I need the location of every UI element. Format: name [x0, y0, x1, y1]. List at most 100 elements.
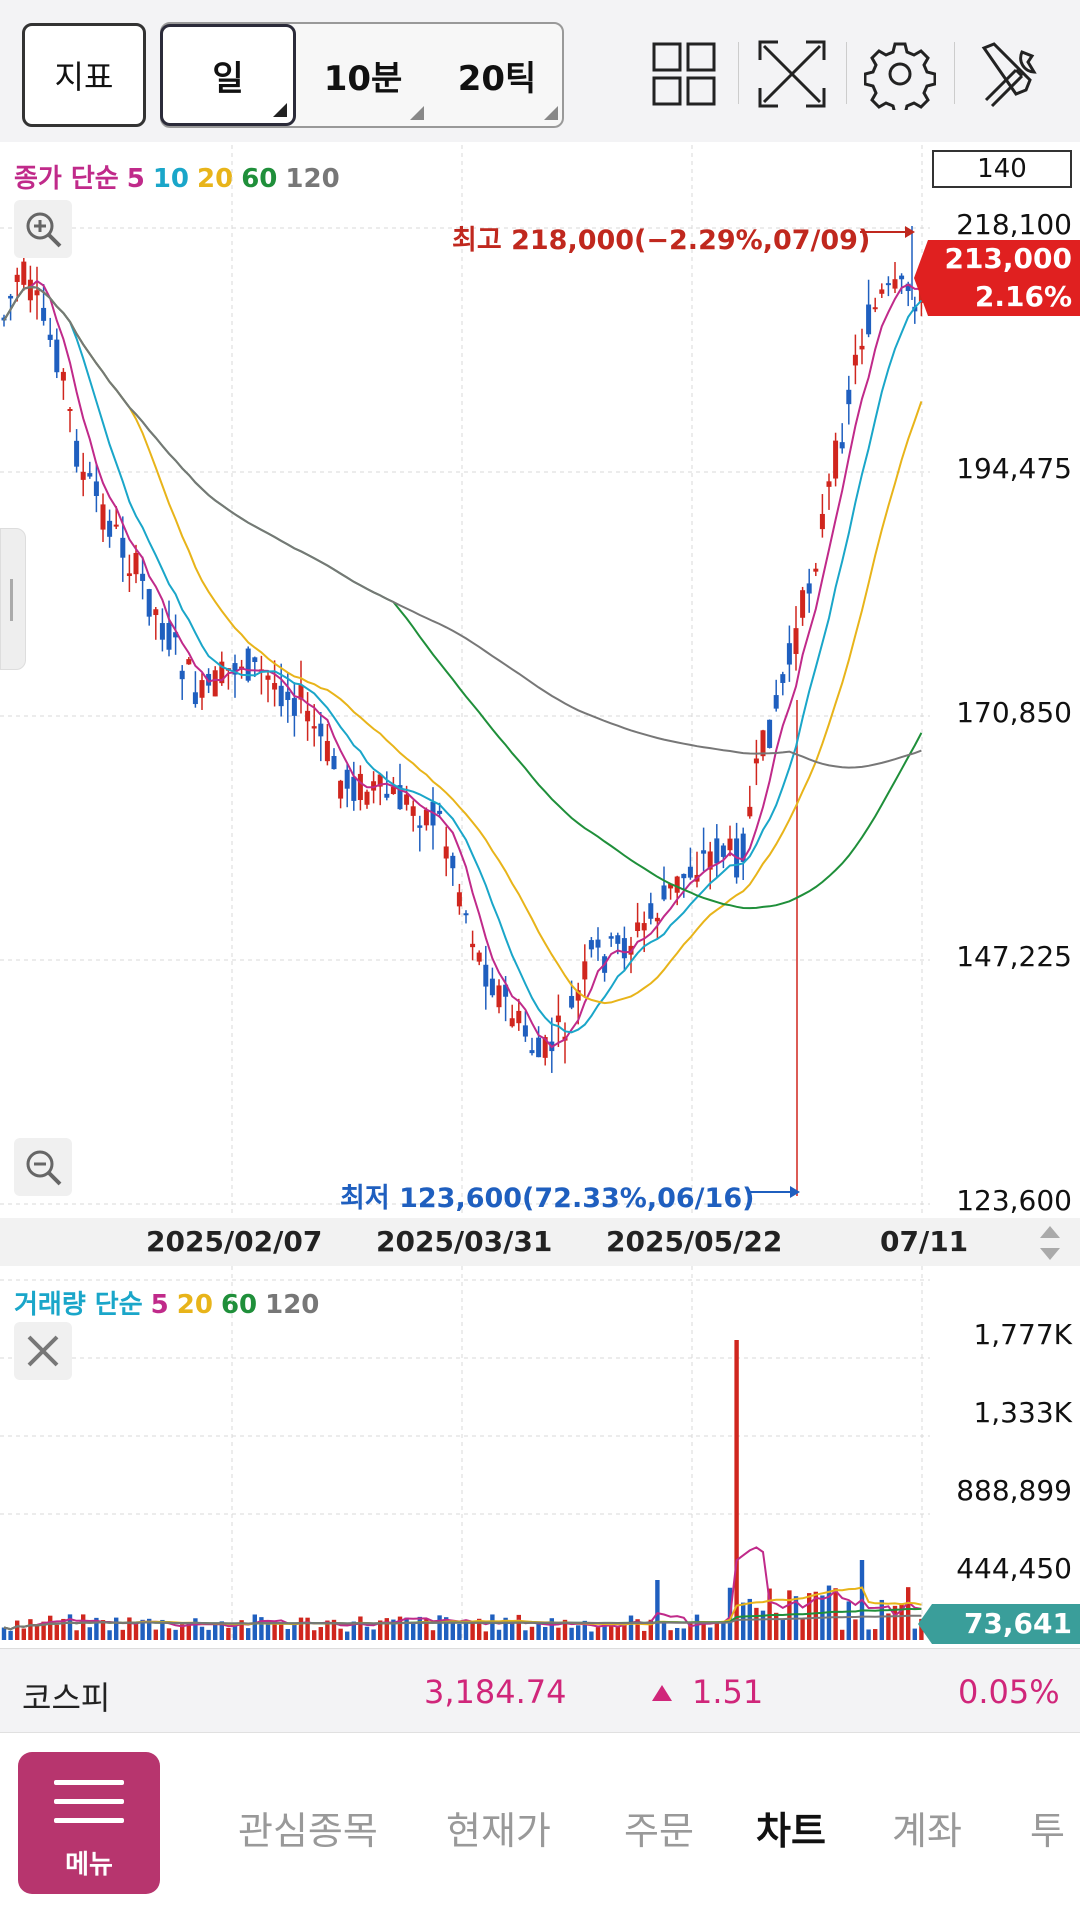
- candle-body: [298, 685, 304, 700]
- volume-bar: [516, 1614, 521, 1640]
- candle-body: [34, 290, 40, 296]
- period-10min-button[interactable]: 10분: [296, 24, 430, 126]
- volume-bar: [694, 1614, 700, 1640]
- candle-body: [100, 504, 106, 530]
- candle-body: [661, 885, 667, 900]
- candle-body: [582, 961, 588, 980]
- candle-body: [767, 719, 773, 748]
- volume-bar: [754, 1607, 759, 1640]
- index-value: 3,184.74: [424, 1673, 567, 1711]
- volume-bar: [219, 1621, 224, 1640]
- period-daily-label: 일: [212, 58, 244, 99]
- candle-body: [773, 695, 779, 709]
- volume-bar: [265, 1624, 271, 1640]
- nav-order[interactable]: 주문: [624, 1809, 694, 1853]
- candle-body: [324, 740, 330, 762]
- settings-icon[interactable]: [864, 38, 936, 110]
- volume-bar: [166, 1628, 172, 1640]
- candle-body: [74, 440, 80, 467]
- fullscreen-icon[interactable]: [756, 38, 828, 110]
- candle-body: [456, 892, 462, 907]
- low-annotation: 최저 123,600(72.33%,06/16): [340, 1183, 755, 1214]
- zoom-in-button[interactable]: [14, 200, 72, 258]
- nav-watchlist[interactable]: 관심종목: [238, 1809, 378, 1853]
- volume-bar: [661, 1622, 667, 1640]
- volume-bar: [351, 1621, 356, 1640]
- candle-body: [608, 936, 614, 939]
- ma10-legend: 10: [152, 164, 190, 194]
- price-chart[interactable]: [0, 0, 1080, 1218]
- ma120-line: [3, 285, 922, 769]
- volume-chart[interactable]: [0, 1266, 1080, 1666]
- bottom-navigation: [0, 1732, 1080, 1911]
- candle-body: [846, 389, 852, 405]
- date-axis-bar[interactable]: [0, 1218, 1080, 1266]
- resize-arrows-icon[interactable]: [1030, 1222, 1070, 1264]
- side-panel-handle[interactable]: [0, 528, 26, 670]
- candle-body: [351, 776, 357, 801]
- volume-bar: [424, 1619, 429, 1640]
- period-20tick-button[interactable]: 20틱: [430, 24, 564, 126]
- volume-bar: [133, 1623, 139, 1640]
- candle-body: [800, 590, 806, 618]
- period-daily-button[interactable]: 일: [160, 24, 296, 126]
- volume-bar: [912, 1628, 917, 1640]
- candle-body: [126, 573, 132, 576]
- candle-body: [569, 995, 575, 1008]
- volume-bar: [675, 1627, 680, 1640]
- volume-y-label: 1,777K: [973, 1318, 1072, 1351]
- close-volume-button[interactable]: [14, 1322, 72, 1380]
- volume-bar: [549, 1618, 554, 1640]
- volume-bar: [21, 1628, 26, 1640]
- volume-bar: [120, 1629, 125, 1640]
- zoom-out-button[interactable]: [14, 1138, 72, 1196]
- volume-bar: [180, 1624, 185, 1640]
- candle-body: [397, 785, 403, 810]
- nav-more[interactable]: 투: [1030, 1809, 1065, 1853]
- volume-y-label: 888,899: [956, 1474, 1072, 1507]
- candle-body: [331, 756, 337, 770]
- x-label: 2025/05/22: [606, 1225, 783, 1258]
- nav-current-price[interactable]: 현재가: [446, 1809, 551, 1853]
- layout-grid-icon[interactable]: [648, 38, 720, 110]
- candle-body: [41, 307, 47, 321]
- y-label-low: 123,600: [956, 1184, 1072, 1217]
- volume-bar: [879, 1599, 884, 1640]
- volume-bar: [378, 1620, 383, 1640]
- candle-body: [701, 850, 707, 854]
- volume-bar: [54, 1624, 59, 1640]
- candle-body: [27, 279, 33, 301]
- nav-chart[interactable]: 차트: [756, 1809, 826, 1853]
- candle-count-box[interactable]: 140: [932, 150, 1072, 188]
- vol-ma20-legend: 20: [176, 1290, 213, 1320]
- vol-ma120-legend: 120: [265, 1290, 320, 1320]
- candle-body: [753, 758, 759, 764]
- high-arrow-head: [905, 226, 915, 238]
- candle-body: [674, 876, 680, 893]
- candle-body: [529, 1050, 535, 1054]
- volume-bar: [529, 1626, 535, 1640]
- hamburger-icon: [54, 1780, 124, 1837]
- volume-bar: [298, 1617, 304, 1640]
- ma10-line: [3, 285, 923, 1034]
- candle-body: [483, 964, 489, 987]
- candle-body: [793, 628, 799, 654]
- volume-bar: [463, 1623, 469, 1640]
- candle-body: [536, 1037, 542, 1058]
- current-change: 2.16%: [974, 280, 1072, 313]
- volume-bar: [760, 1610, 766, 1640]
- volume-bar: [312, 1630, 317, 1640]
- volume-bar: [450, 1620, 455, 1640]
- nav-account[interactable]: 계좌: [892, 1809, 962, 1853]
- index-ticker-bar[interactable]: 코스피 3,184.74 1.51 0.05%: [0, 1648, 1080, 1733]
- dropdown-corner-icon: [273, 103, 287, 117]
- tools-icon[interactable]: [976, 38, 1048, 110]
- index-percent: 0.05%: [958, 1673, 1060, 1711]
- menu-button[interactable]: 메뉴: [18, 1752, 160, 1894]
- indicator-button[interactable]: 지표: [22, 23, 146, 127]
- period-selector: 일 10분 20틱: [160, 22, 564, 128]
- volume-bar: [318, 1627, 323, 1640]
- zoom-out-icon: [26, 1150, 62, 1186]
- toolbar-divider: [954, 42, 955, 104]
- volume-bar: [741, 1602, 746, 1640]
